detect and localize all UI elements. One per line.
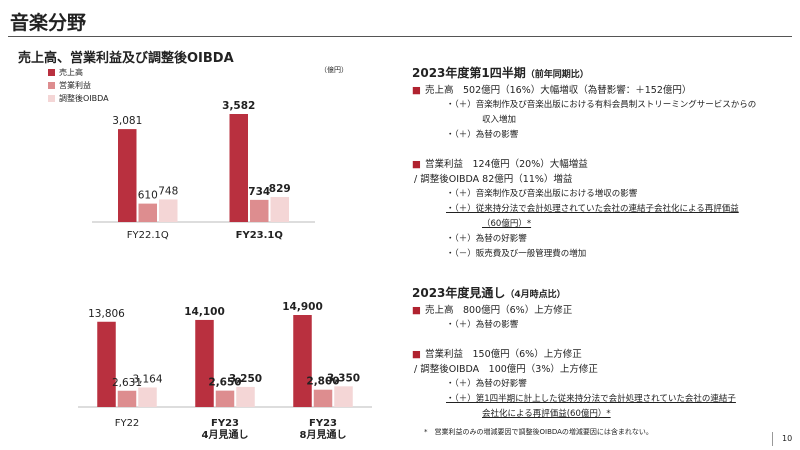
data-label-op: 610: [138, 190, 158, 202]
q1-sales-item: ・（＋）音楽制作及び音楽出版における有料会員制ストリーミングサービスからの: [446, 100, 757, 110]
q1-panel: 2023年度第1四半期（前年同期比） ■ 売上高 502億円（16%）大幅増収（為…: [412, 66, 756, 262]
data-label-op: 2,631: [112, 377, 142, 389]
chart-unit: （億円）: [320, 66, 348, 74]
bar-op: [138, 203, 157, 222]
page-number-divider: [772, 432, 773, 446]
footnote: * 営業利益のみの増減要因で調整後OIBDAの増減要因には含まれない。: [424, 428, 653, 436]
data-label-op: 734: [248, 186, 270, 198]
fy-heading: 2023年度見通し（4月時点比）: [412, 286, 736, 303]
bar-sales: [293, 315, 312, 407]
bar-op: [215, 390, 235, 407]
bullet-icon: ■: [412, 159, 421, 170]
q1-sales-item: 収入増加: [482, 115, 517, 125]
category-label: FY23: [211, 418, 239, 429]
category-label: FY22.1Q: [127, 230, 169, 241]
data-label-oibda: 829: [269, 183, 291, 195]
q1-heading: 2023年度第1四半期（前年同期比）: [412, 66, 756, 83]
legend-item-oibda: 調整後OIBDA: [48, 92, 109, 105]
data-label-op: 2,800: [306, 376, 339, 388]
fy-panel: 2023年度見通し（4月時点比） ■ 売上高 800億円（6%）上方修正 ・（＋）…: [412, 286, 736, 422]
bar-oibda: [236, 386, 255, 407]
q1-op-line: ■ 営業利益 124億円（20%）大幅増益: [412, 157, 756, 172]
data-label-oibda: 3,350: [327, 372, 360, 384]
q1-op-item: ・（＋）音楽制作及び音楽出版における増収の影響: [446, 189, 638, 199]
data-label-sales: 13,806: [88, 308, 125, 320]
legend-swatch-op: [48, 82, 55, 89]
bar-oibda: [159, 199, 178, 222]
category-label: FY23.1Q: [236, 230, 283, 241]
bar-oibda: [138, 387, 157, 407]
q1-op-text: 営業利益 124億円（20%）大幅増益: [424, 159, 588, 170]
data-label-sales: 3,081: [112, 115, 142, 127]
bar-sales: [97, 321, 116, 407]
bar-op: [313, 389, 333, 407]
fy-heading-text: 2023年度見通し: [412, 286, 506, 300]
data-label-oibda: 748: [158, 185, 178, 197]
bar-sales: [195, 319, 214, 407]
title-rule: [8, 36, 792, 37]
q1-heading-note: （前年同期比）: [525, 70, 589, 80]
fy-sales-text: 売上高 800億円（6%）上方修正: [424, 305, 573, 316]
q1-op-item: ・（＋）為替の好影響: [446, 234, 527, 244]
page-title: 音楽分野: [10, 12, 87, 34]
legend-label-oibda: 調整後OIBDA: [59, 94, 109, 103]
fy-op-item: ・（＋）第1四半期に計上した従来持分法で会計処理されていた会社の連結子: [446, 394, 736, 404]
legend-label-sales: 売上高: [59, 68, 83, 77]
data-label-oibda: 3,250: [229, 373, 262, 385]
bullet-icon: ■: [412, 85, 421, 96]
fy-op-item: 会社化による再評価益(60億円）*: [482, 409, 611, 419]
page-number: 10: [782, 434, 793, 443]
fy-heading-note: （4月時点比）: [505, 290, 566, 300]
fy-oibda-line: / 調整後OIBDA 100億円（3%）上方修正: [414, 364, 598, 375]
q1-sales-line: ■ 売上高 502億円（16%）大幅増収（為替影響：＋152億円）: [412, 83, 756, 98]
q1-op-item: （60億円）*: [482, 219, 532, 229]
category-label: FY23: [309, 418, 337, 429]
data-label-sales: 3,582: [222, 100, 255, 112]
q1-op-item: ・（－）販売費及び一般管理費の増加: [446, 249, 587, 259]
fy-sales-item: ・（＋）為替の影響: [446, 320, 519, 330]
bar-sales: [229, 114, 248, 222]
legend-item-sales: 売上高: [48, 66, 109, 79]
data-label-oibda: 3,164: [132, 373, 162, 385]
data-label-sales: 14,900: [282, 301, 323, 313]
fy-sales-line: ■ 売上高 800億円（6%）上方修正: [412, 303, 736, 318]
q1-heading-text: 2023年度第1四半期: [412, 66, 526, 80]
bullet-icon: ■: [412, 305, 421, 316]
q1-op-item: ・（＋）従来持分法で会計処理されていた会社の連結子会社化による再評価益: [446, 204, 739, 214]
data-label-sales: 14,100: [184, 306, 225, 318]
q1-oibda-line: / 調整後OIBDA 82億円（11%）増益: [414, 174, 573, 185]
bar-op: [117, 390, 137, 407]
legend-swatch-oibda: [48, 95, 55, 102]
bar-oibda: [334, 386, 353, 407]
category-label: 8月見通し: [300, 429, 347, 441]
legend-label-op: 営業利益: [59, 81, 91, 90]
q1-sales-item: ・（＋）為替の影響: [446, 130, 519, 140]
bar-sales: [118, 129, 137, 222]
legend-swatch-sales: [48, 69, 55, 76]
chart-legend: 売上高 営業利益 調整後OIBDA: [48, 66, 109, 105]
bar-op: [250, 199, 269, 222]
category-label: 4月見通し: [202, 429, 249, 441]
category-label: FY22: [115, 418, 140, 429]
data-label-op: 2,650: [208, 377, 241, 389]
fy-op-item: ・（＋）為替の好影響: [446, 379, 527, 389]
chart-title: 売上高、営業利益及び調整後OIBDA: [18, 51, 234, 66]
bullet-icon: ■: [412, 349, 421, 360]
fy-op-text: 営業利益 150億円（6%）上方修正: [424, 349, 582, 360]
bar-oibda: [270, 197, 289, 222]
q1-sales-text: 売上高 502億円（16%）大幅増収（為替影響：＋152億円）: [424, 85, 692, 96]
fy-op-line: ■ 営業利益 150億円（6%）上方修正: [412, 347, 736, 362]
legend-item-op: 営業利益: [48, 79, 109, 92]
